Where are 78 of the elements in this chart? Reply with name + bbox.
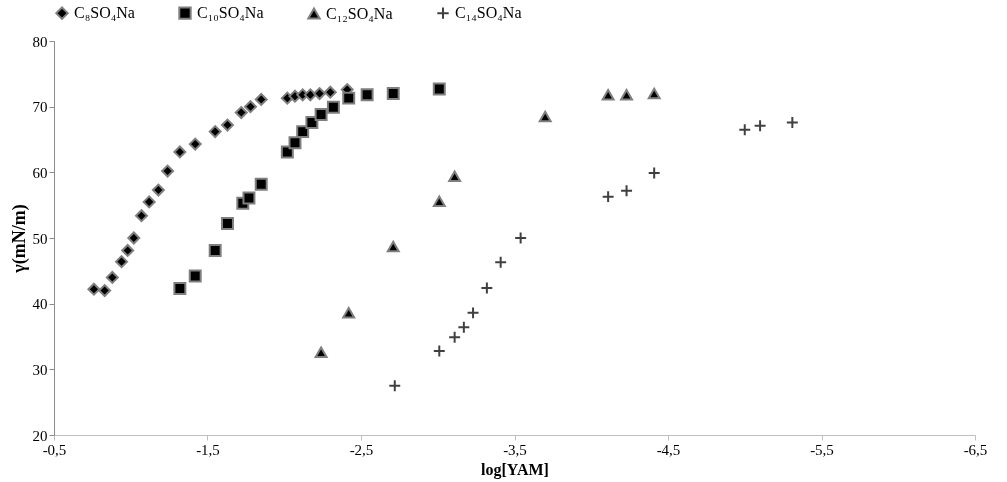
point — [135, 209, 148, 223]
point — [313, 87, 327, 101]
point — [188, 269, 202, 283]
point — [448, 330, 462, 344]
point — [115, 255, 129, 269]
point — [432, 82, 446, 96]
point — [173, 145, 187, 159]
y-tick-label: 60 — [32, 164, 48, 181]
y-tick-label: 30 — [32, 361, 48, 378]
point — [314, 108, 328, 122]
point — [151, 183, 165, 197]
point — [432, 344, 446, 358]
point — [142, 195, 156, 209]
y-tick-label: 50 — [32, 230, 48, 247]
point — [785, 115, 799, 129]
point — [620, 184, 634, 198]
point — [514, 231, 528, 245]
point — [296, 125, 310, 139]
point — [494, 255, 508, 269]
point — [448, 170, 462, 183]
point — [323, 85, 337, 99]
legend-label: C₈SO₄Na — [74, 4, 135, 22]
point — [161, 164, 175, 178]
point — [244, 100, 257, 114]
point — [220, 118, 234, 132]
x-tick-label: -0,5 — [42, 441, 67, 458]
point — [457, 320, 471, 334]
y-tick-label: 40 — [32, 296, 48, 313]
legend-label: C₁₂SO₄Na — [326, 4, 393, 22]
point — [342, 307, 356, 319]
point — [234, 106, 248, 120]
point — [753, 119, 767, 133]
y-tick-label: 80 — [32, 33, 48, 50]
point — [480, 281, 494, 295]
x-tick-label: -6,5 — [963, 441, 988, 458]
point — [208, 125, 222, 139]
point — [305, 115, 319, 129]
point — [388, 379, 402, 393]
point — [98, 284, 112, 298]
y-tick-label: 70 — [32, 99, 48, 116]
point — [242, 191, 256, 205]
point — [121, 244, 135, 257]
point — [432, 195, 446, 207]
point — [105, 270, 119, 284]
point — [647, 87, 661, 100]
point — [314, 346, 328, 358]
point — [386, 87, 400, 101]
point — [342, 91, 356, 105]
point — [601, 89, 615, 101]
point — [254, 92, 268, 106]
point — [280, 145, 294, 159]
y-axis-title: γ(mN/m) — [8, 204, 30, 274]
point — [466, 306, 480, 320]
point — [538, 110, 552, 123]
point — [254, 177, 268, 191]
x-tick-label: -4,5 — [656, 441, 681, 458]
point — [601, 190, 615, 204]
point — [208, 244, 222, 257]
point — [127, 231, 141, 245]
point — [360, 88, 374, 102]
point — [326, 100, 340, 114]
x-tick-label: -3,5 — [503, 441, 527, 458]
y-tick-label: 20 — [32, 427, 48, 444]
legend-label: C₁₀SO₄Na — [197, 4, 264, 22]
point — [620, 89, 634, 101]
x-tick-label: -5,5 — [810, 441, 834, 458]
point — [87, 282, 101, 296]
x-axis-title: log[YAM] — [481, 460, 549, 479]
x-tick-label: -1,5 — [196, 441, 220, 458]
point — [220, 217, 234, 231]
legend-label: C₁₄SO₄Na — [455, 4, 522, 22]
point — [738, 123, 752, 137]
point — [386, 240, 400, 253]
point — [303, 88, 317, 102]
x-tick-label: -2,5 — [349, 441, 374, 458]
point — [188, 137, 202, 151]
point — [647, 166, 661, 180]
point — [173, 282, 187, 296]
